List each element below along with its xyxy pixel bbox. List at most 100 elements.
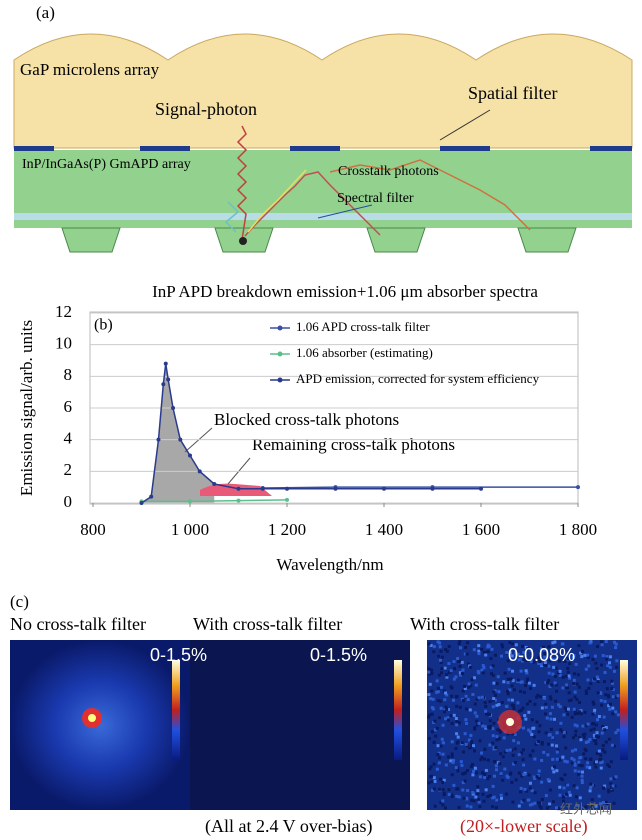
pixel [607,737,611,741]
y-tick-label: 8 [64,365,73,384]
pixel [539,662,543,666]
pixel [548,804,552,808]
pixel [532,735,536,739]
pixel [429,765,433,769]
pixel [565,709,569,713]
label: Crosstalk photons [338,164,439,179]
pixel [574,733,578,737]
pixel [491,734,495,738]
pixel [537,662,541,666]
pixel [480,668,484,672]
pixel [513,747,517,751]
pixel [562,735,566,739]
pixel [596,691,600,695]
pixel [481,724,485,728]
pixel [548,712,552,716]
point [430,486,435,491]
pixel [442,791,446,795]
pixel [535,720,539,724]
pixel [499,772,503,776]
pixel [592,733,596,737]
pixel [537,740,541,744]
pixel [512,762,516,766]
pixel [430,774,434,778]
pixel [439,777,443,781]
pixel [491,796,495,800]
pixel [458,659,462,663]
pixel [488,794,492,798]
pixel [575,724,579,728]
pixel [613,640,617,644]
pixel [442,689,446,693]
pixel [610,681,614,685]
colorbar [394,660,402,760]
pixel [516,678,520,682]
pixel [547,671,551,675]
x-axis-label: Wavelength/nm [276,555,383,574]
pixel [479,758,483,762]
pixel [511,732,515,736]
scale-label: 0-1.5% [150,645,207,665]
pixel [561,686,565,690]
pixel [476,785,480,789]
pixel [605,655,609,659]
pixel [593,654,597,658]
pixel [580,655,584,659]
pixel [457,795,461,799]
pixel [522,798,526,802]
pixel [466,698,470,702]
pixel [530,732,534,736]
pixel [572,678,576,682]
point [188,453,192,458]
pixel [552,665,556,669]
image-title: With cross-talk filter [410,614,559,634]
pixel [463,771,467,775]
pixel [447,670,451,674]
pixel [542,696,546,700]
pixel [599,761,603,765]
pixel [553,640,557,644]
pixel [427,715,431,719]
pixel [565,760,569,764]
legend-marker [277,351,283,357]
pixel [542,750,546,754]
pixel [528,781,532,785]
pixel [487,775,491,779]
pixel [584,757,588,761]
pixel [433,728,437,732]
pixel [504,704,508,708]
pixel [614,731,618,735]
pixel [561,795,565,799]
pixel [500,700,504,704]
pixel [492,795,496,799]
pixel [587,686,591,690]
pixel [488,743,492,747]
pixel [611,784,615,788]
pixel [430,712,434,716]
pixel [439,685,443,689]
pixel [513,732,517,736]
pixel [549,727,553,731]
pixel [563,706,567,710]
pixel [445,707,449,711]
pixel [569,698,573,702]
pixel [598,758,602,762]
pixel [476,792,480,796]
pixel [558,669,562,673]
pixel [470,677,474,681]
pixel [574,729,578,733]
pixel [491,664,495,668]
pixel [477,721,481,725]
pixel [430,780,434,784]
pixel [604,640,608,644]
pixel [483,757,487,761]
pixel [501,778,505,782]
pixel [548,788,552,792]
pixel [447,792,451,796]
pixel [543,712,547,716]
pixel [601,748,605,752]
pixel [432,762,436,766]
pixel [567,674,571,678]
pixel [599,699,603,703]
pixel [551,641,555,645]
